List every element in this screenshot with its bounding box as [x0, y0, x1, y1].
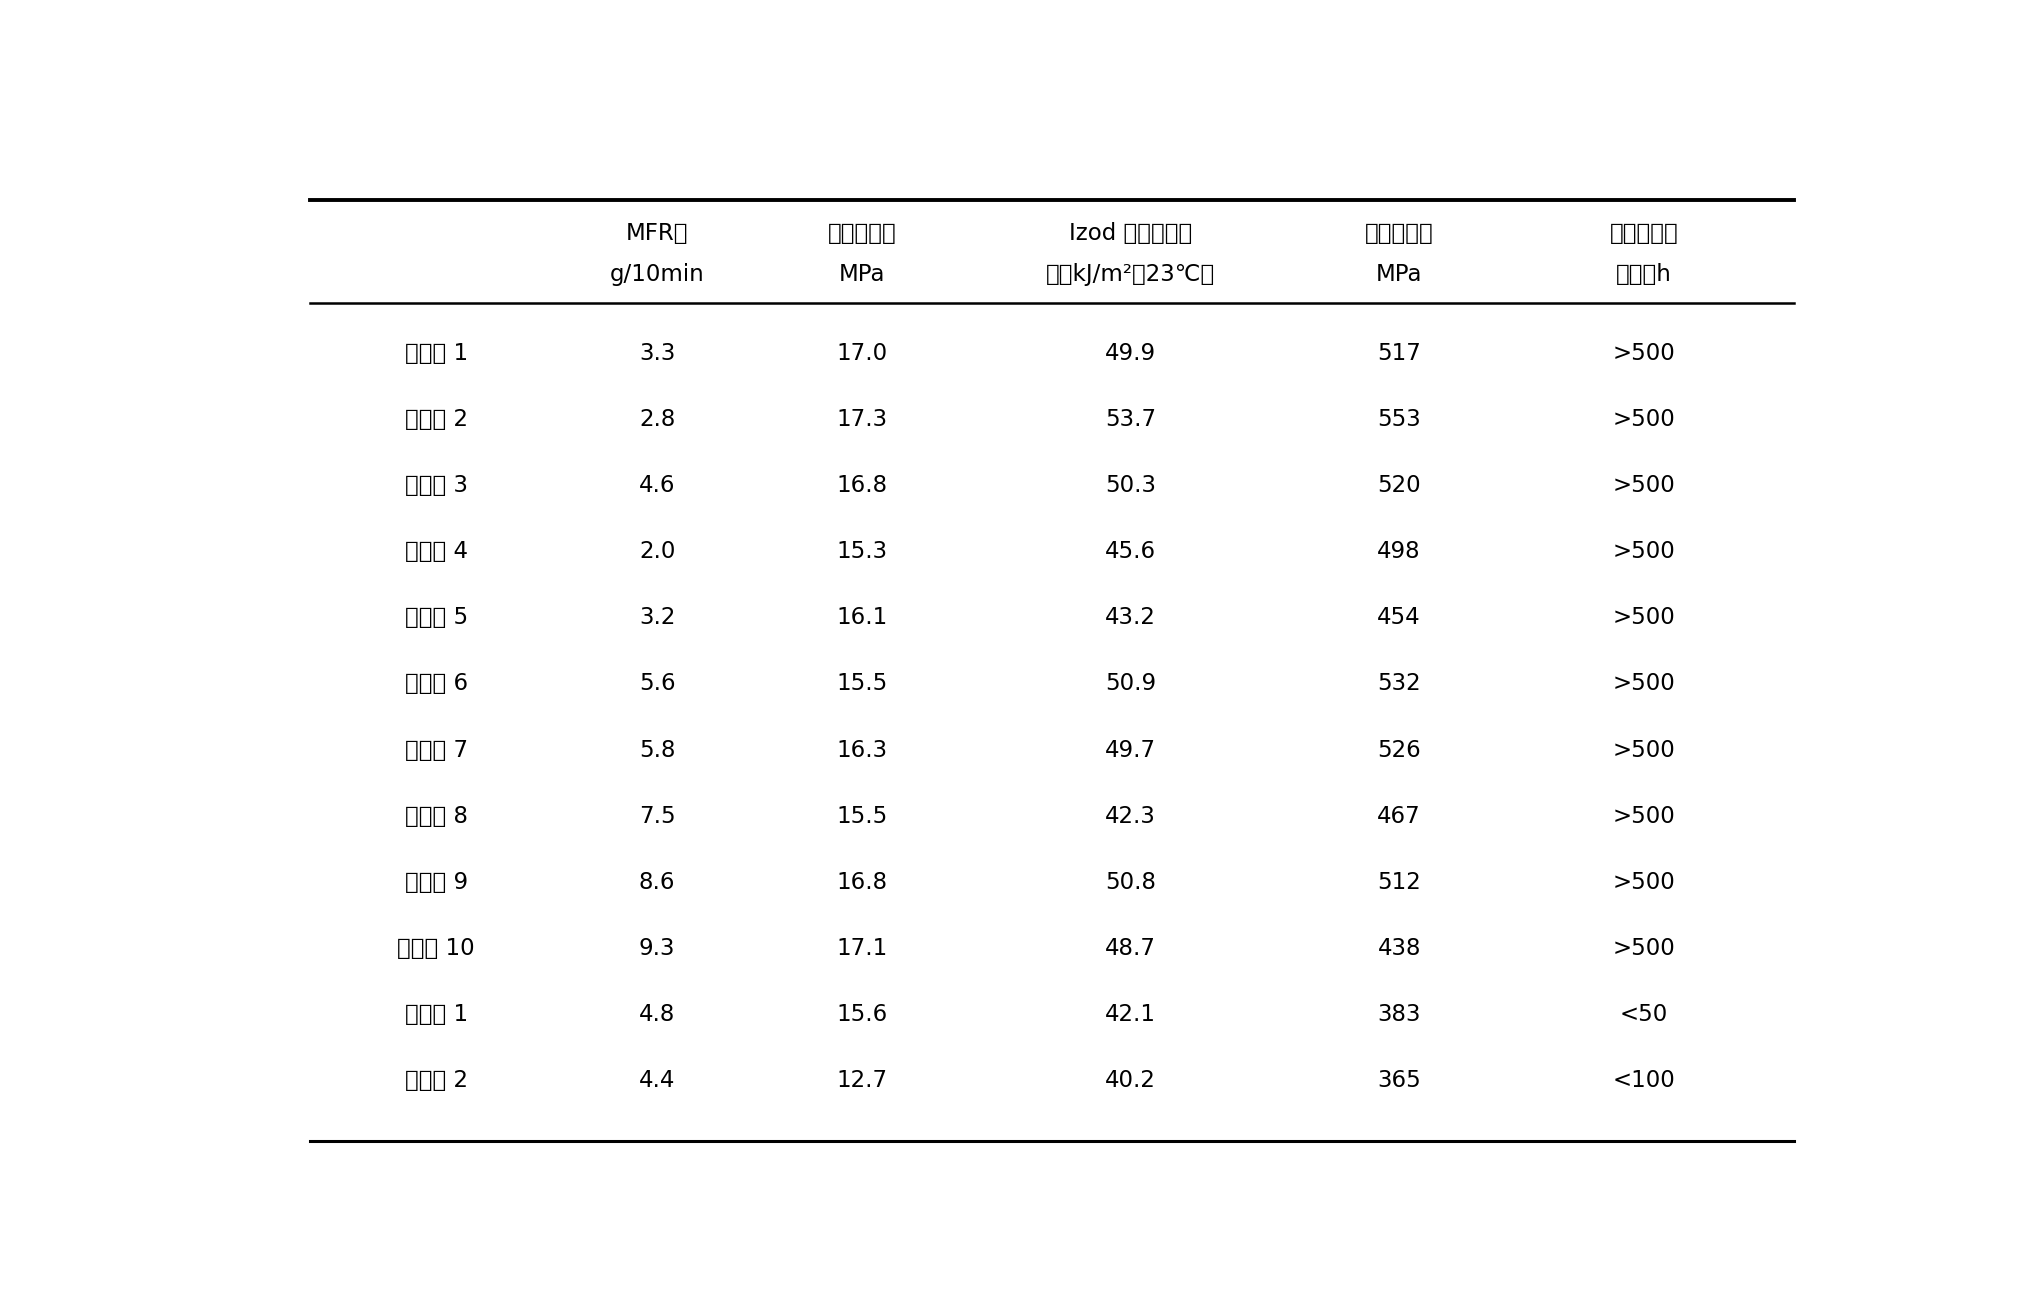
Text: 4.8: 4.8	[640, 1003, 676, 1026]
Text: 拉伸强度，: 拉伸强度，	[827, 223, 896, 245]
Text: 383: 383	[1377, 1003, 1422, 1026]
Text: 3.3: 3.3	[640, 342, 676, 365]
Text: 49.9: 49.9	[1106, 342, 1157, 365]
Text: MPa: MPa	[839, 263, 886, 286]
Text: >500: >500	[1613, 937, 1674, 960]
Text: 16.1: 16.1	[837, 607, 888, 629]
Text: 4.4: 4.4	[640, 1069, 676, 1093]
Text: 50.3: 50.3	[1106, 474, 1157, 498]
Text: >500: >500	[1613, 672, 1674, 696]
Text: >500: >500	[1613, 871, 1674, 893]
Text: 12.7: 12.7	[837, 1069, 888, 1093]
Text: 45.6: 45.6	[1106, 540, 1157, 563]
Text: 4.6: 4.6	[640, 474, 676, 498]
Text: 9.3: 9.3	[640, 937, 676, 960]
Text: 实施例 1: 实施例 1	[405, 342, 469, 365]
Text: 实施例 9: 实施例 9	[405, 871, 469, 893]
Text: 5.8: 5.8	[640, 739, 676, 761]
Text: 实施例 4: 实施例 4	[405, 540, 469, 563]
Text: 16.8: 16.8	[837, 871, 888, 893]
Text: <50: <50	[1619, 1003, 1668, 1026]
Text: 50.9: 50.9	[1106, 672, 1157, 696]
Text: 17.0: 17.0	[837, 342, 888, 365]
Text: 365: 365	[1377, 1069, 1422, 1093]
Text: 498: 498	[1377, 540, 1422, 563]
Text: 42.1: 42.1	[1106, 1003, 1157, 1026]
Text: 比较例 2: 比较例 2	[405, 1069, 469, 1093]
Text: MFR，: MFR，	[625, 223, 689, 245]
Text: >500: >500	[1613, 607, 1674, 629]
Text: >500: >500	[1613, 474, 1674, 498]
Text: 2.8: 2.8	[640, 409, 676, 431]
Text: 3.2: 3.2	[640, 607, 676, 629]
Text: 实施例 2: 实施例 2	[405, 409, 469, 431]
Text: <100: <100	[1613, 1069, 1674, 1093]
Text: Izod 缺口冲击强: Izod 缺口冲击强	[1069, 223, 1192, 245]
Text: 15.3: 15.3	[837, 540, 888, 563]
Text: 17.3: 17.3	[837, 409, 888, 431]
Text: 实施例 10: 实施例 10	[397, 937, 475, 960]
Text: 553: 553	[1377, 409, 1422, 431]
Text: 16.8: 16.8	[837, 474, 888, 498]
Text: 40.2: 40.2	[1106, 1069, 1157, 1093]
Text: 8.6: 8.6	[640, 871, 676, 893]
Text: 520: 520	[1377, 474, 1422, 498]
Text: >500: >500	[1613, 540, 1674, 563]
Text: 5.6: 5.6	[640, 672, 676, 696]
Text: 实施例 5: 实施例 5	[405, 607, 469, 629]
Text: 50.8: 50.8	[1106, 871, 1157, 893]
Text: 15.5: 15.5	[837, 804, 888, 828]
Text: 42.3: 42.3	[1106, 804, 1157, 828]
Text: 开裂，h: 开裂，h	[1615, 263, 1672, 286]
Text: 比较例 1: 比较例 1	[405, 1003, 469, 1026]
Text: 实施例 6: 实施例 6	[405, 672, 469, 696]
Text: 实施例 3: 实施例 3	[405, 474, 469, 498]
Text: 2.0: 2.0	[640, 540, 676, 563]
Text: 实施例 8: 实施例 8	[405, 804, 469, 828]
Text: MPa: MPa	[1375, 263, 1422, 286]
Text: 49.7: 49.7	[1106, 739, 1157, 761]
Text: 53.7: 53.7	[1106, 409, 1157, 431]
Text: 454: 454	[1377, 607, 1422, 629]
Text: 48.7: 48.7	[1106, 937, 1157, 960]
Text: >500: >500	[1613, 739, 1674, 761]
Text: 43.2: 43.2	[1106, 607, 1157, 629]
Text: 耐环境应力: 耐环境应力	[1609, 223, 1678, 245]
Text: >500: >500	[1613, 804, 1674, 828]
Text: 532: 532	[1377, 672, 1422, 696]
Text: 7.5: 7.5	[640, 804, 676, 828]
Text: 467: 467	[1377, 804, 1422, 828]
Text: 517: 517	[1377, 342, 1422, 365]
Text: >500: >500	[1613, 342, 1674, 365]
Text: 15.5: 15.5	[837, 672, 888, 696]
Text: 15.6: 15.6	[837, 1003, 888, 1026]
Text: g/10min: g/10min	[609, 263, 705, 286]
Text: 526: 526	[1377, 739, 1422, 761]
Text: 438: 438	[1377, 937, 1422, 960]
Text: >500: >500	[1613, 409, 1674, 431]
Text: 512: 512	[1377, 871, 1422, 893]
Text: 17.1: 17.1	[837, 937, 888, 960]
Text: 弯曲强度，: 弯曲强度，	[1365, 223, 1434, 245]
Text: 实施例 7: 实施例 7	[405, 739, 469, 761]
Text: 16.3: 16.3	[837, 739, 888, 761]
Text: 度，kJ/m²（23℃）: 度，kJ/m²（23℃）	[1047, 263, 1216, 286]
